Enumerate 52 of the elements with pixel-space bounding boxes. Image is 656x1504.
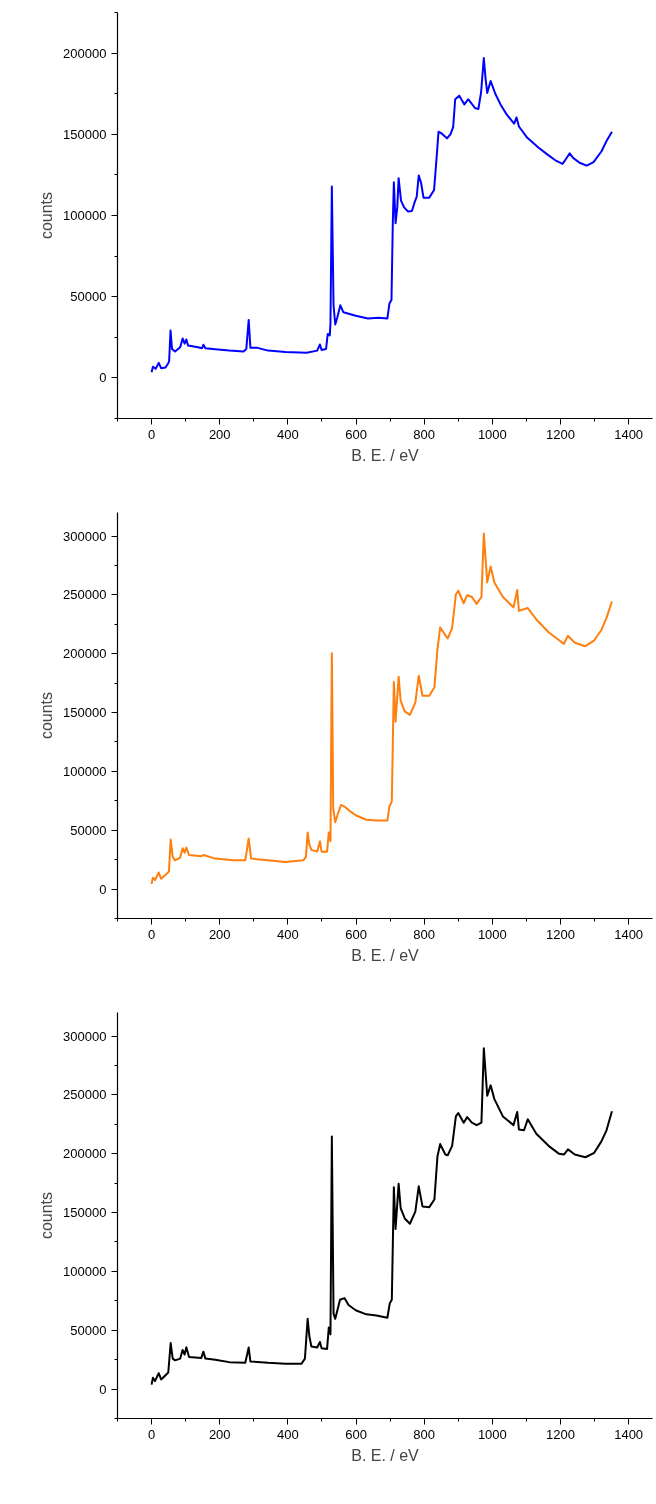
y-tick-label: 150000 [63,1205,107,1221]
x-tick-label: 400 [277,1426,299,1442]
y-axis-title: counts [38,1191,56,1240]
x-tick-label: 800 [413,1426,436,1442]
x-tick-label: 1000 [477,1426,507,1442]
y-tick-label: 0 [99,1381,107,1397]
y-tick-label: 300000 [63,1028,107,1044]
y-tick-label: 100000 [63,763,107,779]
x-tick-label: 1200 [546,426,575,442]
x-tick-label: 800 [413,926,436,942]
x-tick-label: 0 [147,926,156,942]
line-series [150,532,613,885]
x-tick-label: 400 [277,426,299,442]
x-tick-label: 200 [208,1426,231,1442]
y-axis-title: counts [38,191,56,240]
y-tick-label: 150000 [63,126,107,142]
y-tick-label: 250000 [63,587,107,603]
y-tick-label: 100000 [63,1263,107,1279]
x-tick-label: 400 [277,926,299,942]
x-tick-label: 600 [345,926,367,942]
y-tick-label: 250000 [63,1087,107,1103]
y-tick-label: 100000 [63,208,107,223]
x-tick-label: 200 [208,926,231,942]
y-tick-label: 50000 [70,1322,107,1338]
x-tick-label: 1400 [614,1426,644,1442]
x-tick-label: 1200 [546,1426,575,1442]
x-tick-label: 0 [147,426,156,442]
x-tick-label: 1200 [546,926,575,942]
x-tick-label: 1400 [614,926,644,942]
y-axis-title: counts [38,691,56,740]
x-axis-title: B. E. / eV [351,1446,420,1464]
y-tick-label: 0 [99,370,107,386]
y-tick-label: 300000 [63,528,107,544]
x-axis-title: B. E. / eV [351,446,420,464]
x-tick-label: 600 [345,1426,367,1442]
x-tick-label: 1400 [614,426,644,442]
x-tick-label: 1000 [477,926,507,942]
x-tick-label: 0 [147,1426,156,1442]
x-tick-label: 600 [345,426,367,442]
x-tick-label: 800 [413,426,436,442]
x-axis-title: B. E. / eV [351,946,420,964]
line-series [150,1047,613,1386]
x-tick-label: 200 [208,426,231,442]
y-tick-label: 200000 [63,45,107,61]
line-series [150,56,613,374]
x-tick-label: 1000 [477,426,507,442]
y-tick-label: 0 [99,881,107,897]
y-tick-label: 200000 [63,1146,107,1162]
y-tick-label: 50000 [70,822,107,838]
y-tick-label: 50000 [70,289,107,305]
y-tick-label: 150000 [63,705,107,721]
y-tick-label: 200000 [63,646,107,662]
